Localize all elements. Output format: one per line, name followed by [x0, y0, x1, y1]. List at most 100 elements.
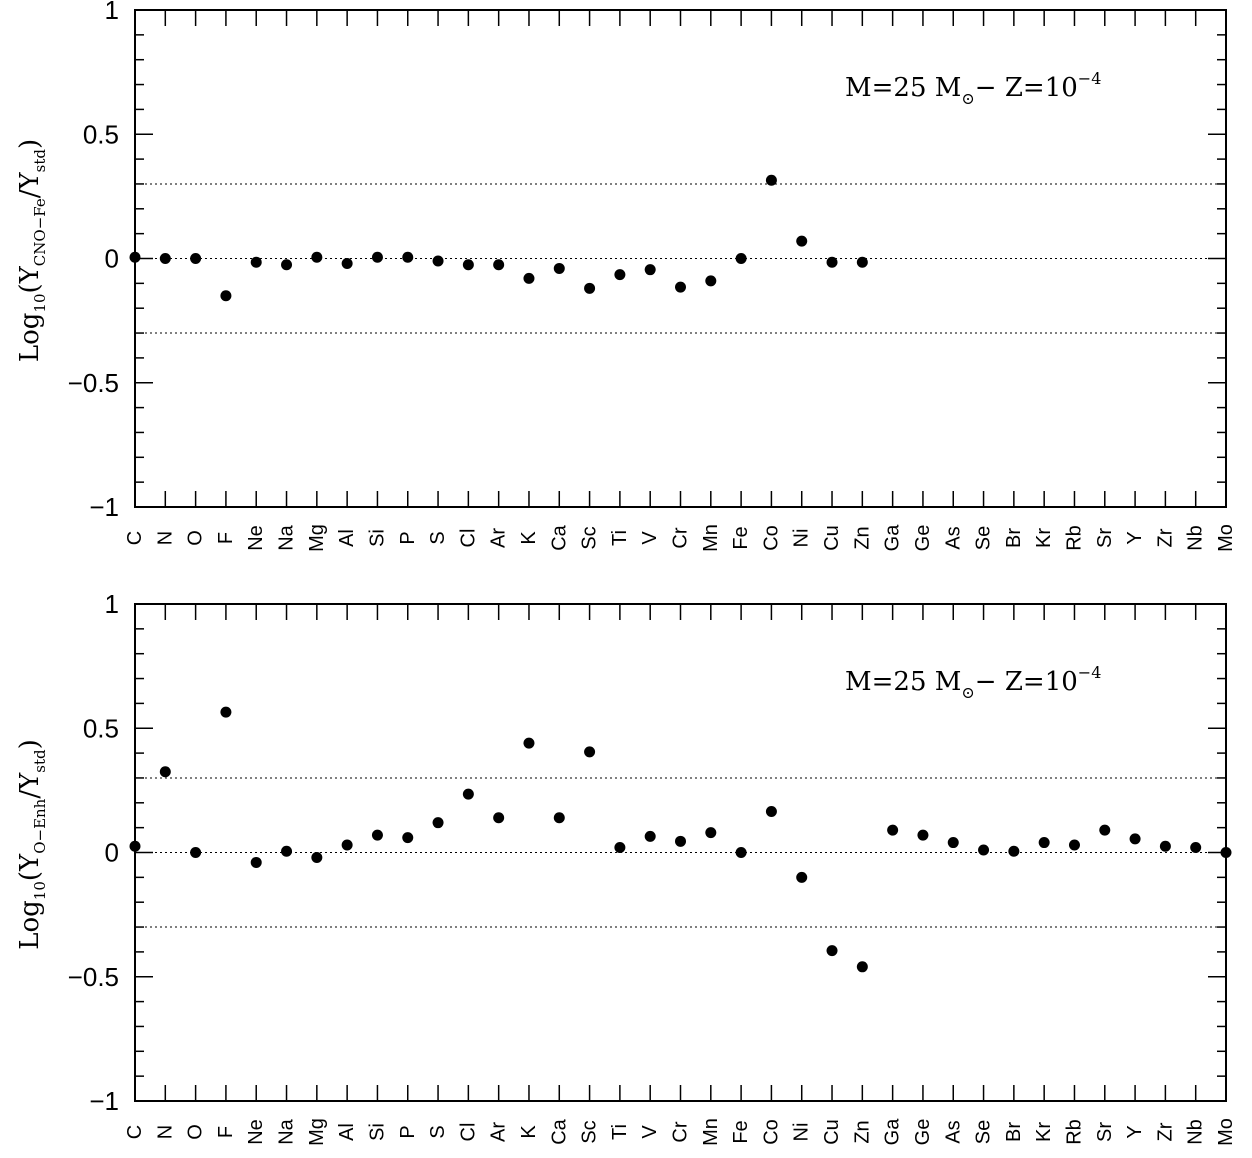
data-point-O — [190, 847, 202, 858]
data-point-Cr — [675, 835, 686, 847]
x-category-label: V — [639, 531, 661, 545]
x-category-label: Si — [366, 529, 388, 547]
data-point-Ca — [553, 262, 565, 274]
x-category-label: Si — [366, 1123, 388, 1141]
data-point-N — [159, 766, 171, 778]
ylabel-open: (Y — [15, 853, 45, 881]
bottom-panel: 10.50−0.5−1C N O F Ne Na Mg Al Si P S Cl Ar K Ca Sc Ti V C… — [15, 589, 1237, 1146]
x-category-label: Ca — [548, 1118, 570, 1144]
x-category-label: F — [215, 532, 237, 544]
x-category-label: Nb — [1185, 1119, 1207, 1145]
data-point-Ca — [553, 812, 565, 824]
data-point-Al — [341, 839, 353, 851]
x-category-label: Al — [336, 1123, 358, 1141]
annotation: M=25 M⊙− Z=10−4 — [845, 663, 1101, 702]
data-point-F — [220, 706, 232, 718]
x-category-label: P — [397, 531, 419, 544]
x-category-label: S — [427, 531, 449, 544]
x-category-label: Sr — [1094, 528, 1116, 548]
x-category-label: Mo — [1215, 524, 1237, 552]
data-point-Co — [765, 174, 777, 186]
data-point-Cr — [675, 281, 686, 293]
x-category-label: Sr — [1094, 1122, 1116, 1142]
x-category-label: Br — [1003, 528, 1025, 548]
ylabel-num-sub: CNO−Fe — [31, 198, 49, 266]
data-point-S — [432, 255, 444, 267]
x-category-label: Al — [336, 529, 358, 547]
data-point-Na — [281, 259, 293, 271]
ylabel-mid: /Y — [15, 772, 45, 799]
data-point-V — [644, 264, 656, 276]
data-point-Mg — [311, 851, 323, 863]
x-category-label: Mg — [306, 1118, 328, 1146]
data-point-Cu — [826, 945, 838, 957]
x-category-label: Mn — [700, 1118, 722, 1146]
x-category-label: C — [124, 1125, 146, 1139]
x-category-label: Nb — [1185, 525, 1207, 551]
data-point-K — [523, 737, 535, 749]
annotation-metallicity: − Z=10 — [975, 73, 1078, 103]
x-category-label: C — [124, 531, 146, 545]
x-category-label: Zn — [851, 526, 873, 549]
ylabel-mid: /Y — [15, 171, 45, 198]
top-panel: 10.50−0.5−1C N O F Ne Na Mg Al Si P S Cl Ar K Ca Sc Ti V C… — [15, 0, 1237, 552]
x-category-label: Mg — [306, 524, 328, 552]
x-category-label: Co — [760, 1119, 782, 1145]
x-category-label: Cu — [821, 1119, 843, 1145]
ylabel-close: ) — [15, 739, 45, 749]
annotation-mass: M=25 M — [845, 667, 961, 697]
y-tick-label: −1 — [89, 1086, 119, 1116]
data-point-O — [190, 253, 202, 264]
x-category-label: N — [154, 531, 176, 545]
x-category-label: Zr — [1154, 1122, 1176, 1141]
x-category-label: Ar — [488, 1122, 510, 1142]
data-point-Mo — [1220, 847, 1232, 858]
x-category-label: Ti — [609, 1124, 631, 1140]
ylabel-log-sub: 10 — [31, 294, 49, 313]
x-category-label: Ni — [791, 1123, 813, 1142]
x-category-label: Ca — [548, 524, 570, 550]
x-category-label: Se — [973, 1120, 995, 1144]
data-point-Ar — [493, 259, 505, 271]
data-point-P — [402, 832, 414, 844]
y-tick-label: 0 — [105, 244, 119, 274]
x-category-label: Cr — [670, 527, 692, 548]
data-point-Si — [371, 251, 383, 263]
x-category-label: Kr — [1033, 1122, 1055, 1142]
data-point-Al — [341, 257, 353, 269]
x-category-label: Br — [1003, 1122, 1025, 1142]
y-tick-label: −1 — [89, 492, 119, 522]
data-point-Ni — [796, 871, 808, 883]
data-point-K — [523, 272, 535, 284]
x-category-label: Cr — [670, 1121, 692, 1142]
x-category-label: Y — [1124, 1125, 1146, 1138]
annotation: M=25 M⊙− Z=10−4 — [845, 69, 1101, 108]
data-point-Mn — [705, 275, 717, 287]
ylabel-log: Log — [15, 900, 45, 950]
data-point-Fe — [735, 847, 747, 858]
x-category-label: Zn — [851, 1120, 873, 1143]
data-point-Ti — [614, 842, 626, 854]
data-point-Zn — [856, 256, 868, 268]
ylabel-den-sub: std — [31, 749, 49, 773]
data-point-Cu — [826, 256, 838, 268]
annotation-exponent: −4 — [1078, 663, 1102, 682]
x-category-label: S — [427, 1125, 449, 1138]
data-point-Zr — [1159, 840, 1171, 852]
y-tick-label: 0.5 — [83, 713, 119, 743]
x-category-label: Ge — [912, 525, 934, 552]
annotation-sun-symbol: ⊙ — [961, 89, 974, 108]
x-category-label: Ga — [882, 1118, 904, 1146]
x-category-label: Zr — [1154, 528, 1176, 547]
ylabel-close: ) — [15, 139, 45, 149]
x-category-label: Ni — [791, 529, 813, 548]
data-point-C — [129, 251, 141, 263]
x-category-label: Ti — [609, 530, 631, 546]
data-point-Nb — [1190, 842, 1202, 854]
x-category-label: Mn — [700, 524, 722, 552]
y-axis-label: Log10(YCNO−Fe/Ystd) — [15, 139, 49, 362]
annotation-sun-symbol: ⊙ — [961, 683, 974, 702]
data-point-Ne — [250, 256, 262, 268]
data-point-N — [159, 253, 171, 264]
